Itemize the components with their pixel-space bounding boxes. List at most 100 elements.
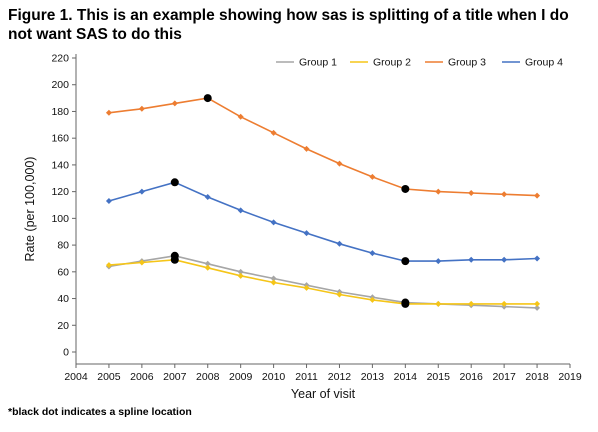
series-line bbox=[108, 97, 538, 197]
y-tick: 180 bbox=[51, 106, 76, 118]
data-point bbox=[138, 259, 145, 266]
data-point bbox=[204, 193, 211, 200]
series-group-2 bbox=[105, 255, 541, 308]
x-tick-label: 2018 bbox=[525, 371, 549, 383]
footnote: *black dot indicates a spline location bbox=[8, 406, 192, 418]
x-tick: 2015 bbox=[427, 364, 450, 383]
y-tick: 220 bbox=[51, 53, 76, 65]
x-tick: 2004 bbox=[64, 364, 88, 383]
legend-item: Group 1 bbox=[276, 57, 337, 69]
x-tick-label: 2009 bbox=[229, 371, 253, 383]
data-point bbox=[270, 279, 277, 286]
y-tick-label: 140 bbox=[51, 159, 69, 171]
y-tick: 0 bbox=[63, 347, 76, 359]
x-tick-label: 2019 bbox=[558, 371, 582, 383]
series-line bbox=[108, 254, 538, 309]
y-tick: 160 bbox=[51, 133, 76, 145]
x-tick: 2016 bbox=[460, 364, 483, 383]
figure-title: Figure 1. This is an example showing how… bbox=[8, 7, 569, 43]
x-tick-label: 2005 bbox=[97, 371, 121, 383]
data-point bbox=[369, 296, 376, 303]
y-tick-label: 220 bbox=[51, 53, 69, 65]
legend-item: Group 2 bbox=[350, 57, 411, 69]
x-tick: 2014 bbox=[394, 364, 418, 383]
x-tick: 2019 bbox=[558, 364, 582, 383]
y-tick: 80 bbox=[57, 240, 76, 252]
x-tick: 2017 bbox=[492, 364, 516, 383]
data-point bbox=[534, 192, 541, 199]
x-axis-label: Year of visit bbox=[291, 387, 356, 401]
legend: Group 1 Group 2 Group 3 Group 4 bbox=[276, 57, 563, 69]
y-tick-label: 80 bbox=[57, 240, 69, 252]
data-point bbox=[468, 256, 475, 263]
x-tick-label: 2004 bbox=[64, 371, 88, 383]
y-tick-label: 60 bbox=[57, 266, 69, 278]
data-point bbox=[105, 262, 112, 269]
y-tick: 20 bbox=[57, 320, 76, 332]
x-tick: 2010 bbox=[262, 364, 285, 383]
y-tick: 120 bbox=[51, 186, 76, 198]
data-point bbox=[468, 189, 475, 196]
legend-label: Group 4 bbox=[525, 57, 563, 69]
x-tick-label: 2013 bbox=[361, 371, 385, 383]
series-line bbox=[108, 258, 538, 305]
data-point bbox=[270, 219, 277, 226]
x-tick-label: 2006 bbox=[130, 371, 154, 383]
x-tick: 2009 bbox=[229, 364, 253, 383]
axes: 0 20 40 60 80 100 120 140 160 180 200 220 2004 2005 20… bbox=[51, 53, 581, 384]
data-point bbox=[303, 230, 310, 237]
x-tick-label: 2014 bbox=[394, 371, 418, 383]
data-point bbox=[237, 207, 244, 214]
x-tick-label: 2011 bbox=[295, 371, 318, 383]
x-tick: 2008 bbox=[196, 364, 220, 383]
data-point bbox=[534, 300, 541, 307]
y-tick: 100 bbox=[51, 213, 76, 225]
data-point bbox=[105, 197, 112, 204]
data-point bbox=[105, 109, 112, 116]
data-point bbox=[204, 264, 211, 271]
y-tick-label: 20 bbox=[57, 320, 69, 332]
data-point bbox=[336, 240, 343, 247]
x-tick: 2012 bbox=[328, 364, 352, 383]
x-tick: 2018 bbox=[525, 364, 549, 383]
spline-knot-marker bbox=[203, 94, 212, 103]
data-point bbox=[237, 268, 244, 275]
y-tick-label: 160 bbox=[51, 133, 69, 145]
spline-knot-marker bbox=[170, 255, 179, 264]
data-point bbox=[303, 284, 310, 291]
data-point bbox=[435, 258, 442, 265]
data-point bbox=[501, 191, 508, 198]
series-line bbox=[108, 181, 538, 262]
x-tick: 2006 bbox=[130, 364, 154, 383]
x-tick-label: 2012 bbox=[328, 371, 352, 383]
y-tick-label: 100 bbox=[51, 213, 69, 225]
data-point bbox=[303, 145, 310, 152]
data-point bbox=[369, 173, 376, 180]
data-point bbox=[237, 272, 244, 279]
data-point bbox=[237, 113, 244, 120]
data-point bbox=[534, 304, 541, 311]
y-tick-label: 120 bbox=[51, 186, 69, 198]
data-point bbox=[336, 291, 343, 298]
y-tick: 140 bbox=[51, 159, 76, 171]
y-tick-label: 200 bbox=[51, 79, 69, 91]
legend-label: Group 2 bbox=[373, 57, 411, 69]
data-point bbox=[501, 256, 508, 263]
data-point bbox=[270, 275, 277, 282]
legend-item: Group 4 bbox=[502, 57, 563, 69]
series-group-4 bbox=[105, 178, 541, 266]
data-point bbox=[369, 250, 376, 257]
series-layer bbox=[105, 94, 541, 311]
y-tick: 200 bbox=[51, 79, 76, 91]
data-point bbox=[534, 255, 541, 262]
x-tick: 2013 bbox=[361, 364, 385, 383]
data-point bbox=[435, 300, 442, 307]
spline-knot-marker bbox=[401, 257, 410, 266]
spline-knot-marker bbox=[401, 299, 410, 308]
y-tick-label: 180 bbox=[51, 106, 69, 118]
data-point bbox=[171, 100, 178, 107]
x-tick: 2007 bbox=[163, 364, 187, 383]
x-tick: 2005 bbox=[97, 364, 121, 383]
spline-knot-marker bbox=[170, 178, 179, 187]
